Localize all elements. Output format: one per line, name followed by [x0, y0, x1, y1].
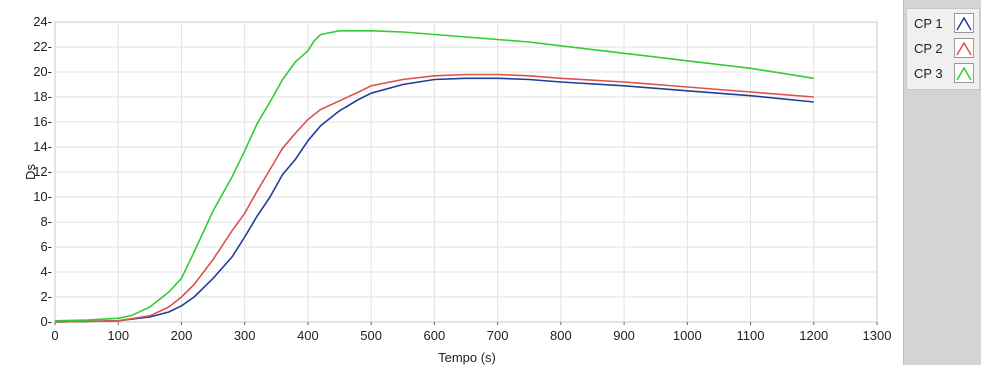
series-line-cp3: [54, 29, 814, 322]
x-tick-label: 700: [487, 328, 509, 343]
y-tick-label: 8-: [40, 214, 52, 229]
grid-lines: [55, 22, 877, 322]
x-tick-label: 600: [424, 328, 446, 343]
chart-plot: 0 100 200 300 400 500 600 700 800 900 1000 1100 1200…: [23, 14, 891, 365]
y-tick-label: 16-: [33, 114, 52, 129]
x-tick-label: 1200: [799, 328, 828, 343]
y-tick-label: 0-: [40, 314, 52, 329]
y-tick-label: 2-: [40, 289, 52, 304]
y-tick-label: 4-: [40, 264, 52, 279]
legend-swatch-line-cp1: [956, 16, 972, 31]
y-tick-label: 12-: [33, 164, 52, 179]
legend-item-cp3[interactable]: CP 3: [907, 62, 979, 86]
line-icon: [954, 63, 974, 83]
legend-swatch-line-cp2: [956, 41, 972, 56]
legend: CP 1 CP 2 CP 3: [906, 8, 980, 90]
x-tick-label: 300: [234, 328, 256, 343]
x-tick-label: 800: [550, 328, 572, 343]
legend-swatch-line-cp3: [956, 66, 972, 81]
x-tick-label: 0: [51, 328, 58, 343]
line-icon: [954, 13, 974, 33]
tick-labels: 0 100 200 300 400 500 600 700 800 900 1000 1100 1200…: [33, 14, 891, 343]
y-tick-label: 14-: [33, 139, 52, 154]
x-tick-label: 1300: [863, 328, 892, 343]
legend-item-cp2[interactable]: CP 2: [907, 37, 979, 61]
x-axis-title: Tempo (s): [438, 350, 496, 365]
line-icon: [954, 38, 974, 58]
legend-item-cp1[interactable]: CP 1: [907, 12, 979, 36]
y-tick-label: 6-: [40, 239, 52, 254]
x-tick-label: 1000: [673, 328, 702, 343]
legend-label-cp2: CP 2: [914, 41, 943, 56]
x-tick-label: 200: [171, 328, 193, 343]
x-tick-label: 400: [297, 328, 319, 343]
legend-label-cp3: CP 3: [914, 66, 943, 81]
series-lines: [54, 29, 814, 323]
legend-label-cp1: CP 1: [914, 16, 943, 31]
x-tick-label: 900: [613, 328, 635, 343]
series-line-cp1: [54, 77, 814, 323]
y-tick-label: 18-: [33, 89, 52, 104]
series-line-cp2: [54, 73, 814, 323]
x-tick-label: 100: [107, 328, 129, 343]
y-tick-label: 20-: [33, 64, 52, 79]
y-tick-label: 10-: [33, 189, 52, 204]
x-tick-label: 500: [360, 328, 382, 343]
y-tick-label: 24-: [33, 14, 52, 29]
y-axis-title: Ds: [23, 164, 38, 180]
y-tick-label: 22-: [33, 39, 52, 54]
x-tick-label: 1100: [737, 328, 765, 343]
